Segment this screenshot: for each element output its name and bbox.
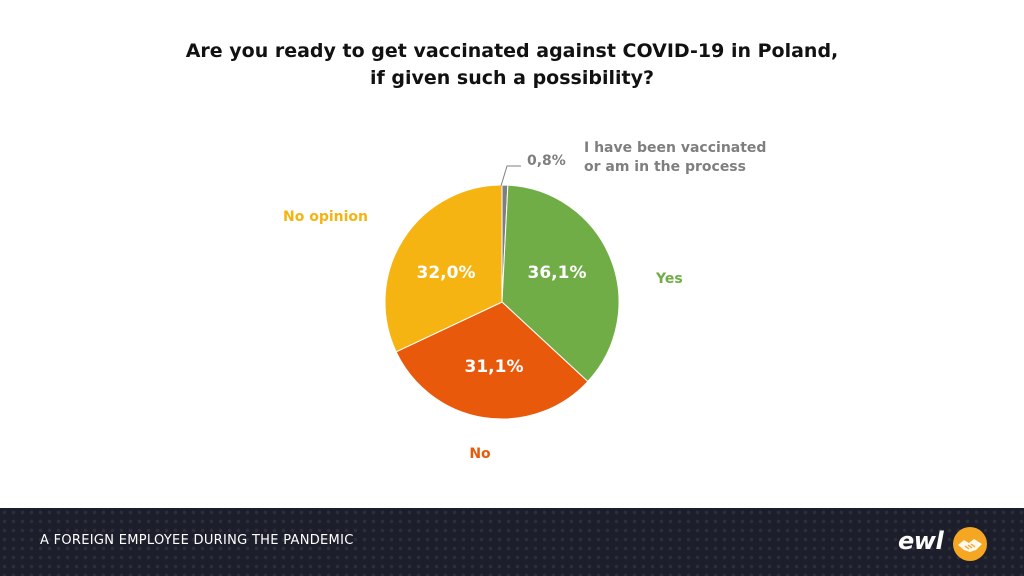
logo-text: ewl <box>898 527 944 555</box>
data-label-no-opinion: 32,0% <box>417 263 476 283</box>
pie-slices <box>384 184 620 420</box>
footer-bar: A FOREIGN EMPLOYEE DURING THE PANDEMIC e… <box>0 508 1024 576</box>
pie-slice-no-opinion <box>384 184 503 353</box>
chart-title-line-2: if given such a possibility? <box>369 67 654 89</box>
leader-line-i-have-been-vaccinated-or-am-in-the-process <box>500 165 521 187</box>
ewl-logo: ewl <box>898 522 994 566</box>
world-map-dots <box>0 508 1024 576</box>
category-label-yes: Yes <box>655 271 683 287</box>
pie-slice-yes <box>501 184 620 383</box>
pie-slice-no <box>395 301 589 420</box>
category-label-no-opinion: No opinion <box>283 209 368 225</box>
data-label-yes: 36,1% <box>528 263 587 283</box>
data-label-no: 31,1% <box>465 357 524 377</box>
handshake-icon <box>953 527 987 561</box>
category-label-no: No <box>469 446 491 462</box>
chart-title-line-1: Are you ready to get vaccinated against … <box>185 40 839 62</box>
data-label-i-have-been-vaccinated-or-am-in-the-process: 0,8% <box>527 153 566 169</box>
chart-title: Are you ready to get vaccinated against … <box>0 38 1024 92</box>
footer-caption: A FOREIGN EMPLOYEE DURING THE PANDEMIC <box>40 533 354 548</box>
category-label-i-have-been-vaccinated-or-am-in-the-process: I have been vaccinated or am in the proce… <box>584 140 766 175</box>
